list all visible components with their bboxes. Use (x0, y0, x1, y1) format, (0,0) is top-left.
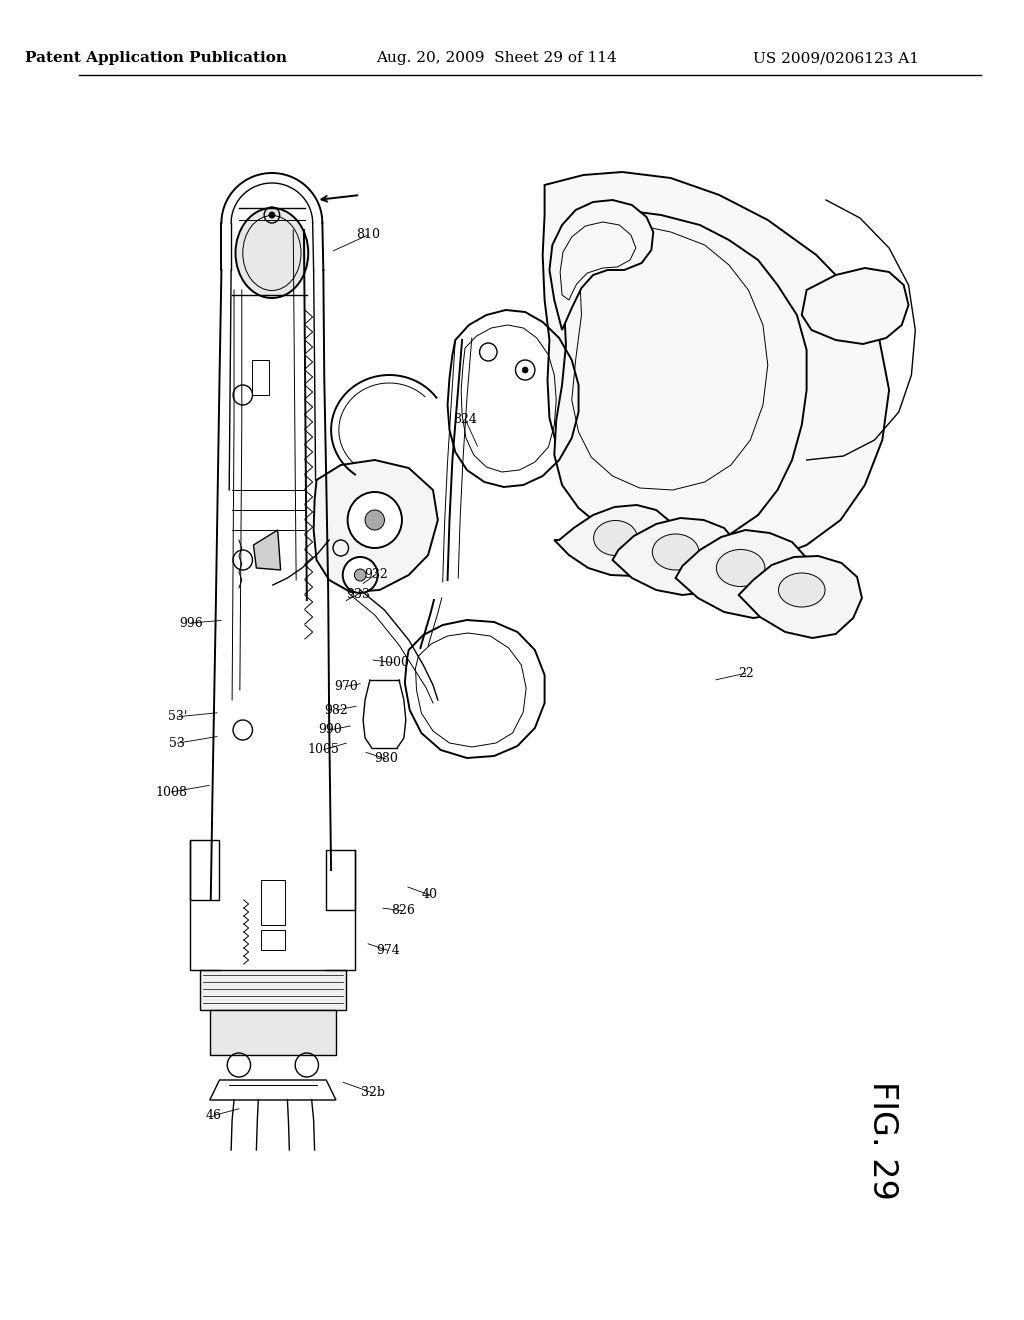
Text: 53: 53 (169, 737, 185, 750)
Text: 980: 980 (374, 752, 398, 766)
Circle shape (354, 569, 366, 581)
Text: 826: 826 (391, 904, 415, 917)
Text: 996: 996 (179, 616, 203, 630)
Text: 810: 810 (356, 228, 380, 242)
Polygon shape (313, 459, 438, 591)
Bar (261, 931, 286, 950)
Ellipse shape (652, 535, 699, 570)
Polygon shape (554, 506, 676, 576)
Ellipse shape (236, 209, 308, 298)
Text: 32b: 32b (361, 1086, 385, 1100)
Polygon shape (210, 1010, 336, 1055)
Polygon shape (612, 517, 738, 595)
Text: 974: 974 (376, 944, 400, 957)
Text: 46: 46 (206, 1109, 222, 1122)
Text: Aug. 20, 2009  Sheet 29 of 114: Aug. 20, 2009 Sheet 29 of 114 (376, 51, 616, 65)
Ellipse shape (717, 549, 765, 586)
Bar (252, 360, 269, 395)
Polygon shape (550, 201, 653, 330)
Polygon shape (554, 210, 807, 548)
Polygon shape (676, 531, 810, 618)
Circle shape (343, 557, 378, 593)
Text: 40: 40 (422, 888, 437, 902)
Text: 22: 22 (738, 667, 754, 680)
Circle shape (347, 492, 402, 548)
Text: US 2009/0206123 A1: US 2009/0206123 A1 (753, 51, 919, 65)
Text: 1000: 1000 (377, 656, 409, 669)
Text: 824: 824 (454, 413, 477, 426)
Ellipse shape (594, 520, 637, 556)
Polygon shape (802, 268, 908, 345)
Text: FIG. 29: FIG. 29 (866, 1081, 899, 1200)
Text: 1005: 1005 (307, 743, 339, 756)
Polygon shape (254, 531, 281, 570)
Circle shape (366, 510, 384, 531)
Text: 1008: 1008 (156, 785, 187, 799)
Circle shape (269, 213, 274, 218)
Bar (261, 880, 286, 925)
Text: 970: 970 (335, 680, 358, 693)
Polygon shape (738, 556, 862, 638)
Text: Patent Application Publication: Patent Application Publication (26, 51, 288, 65)
Text: 932: 932 (365, 568, 388, 581)
Ellipse shape (778, 573, 825, 607)
Circle shape (522, 367, 528, 374)
Polygon shape (543, 172, 889, 565)
Polygon shape (200, 970, 346, 1010)
Text: 53': 53' (168, 710, 187, 723)
Text: 982: 982 (325, 704, 348, 717)
Text: 933: 933 (346, 587, 370, 601)
Text: 990: 990 (318, 723, 342, 737)
